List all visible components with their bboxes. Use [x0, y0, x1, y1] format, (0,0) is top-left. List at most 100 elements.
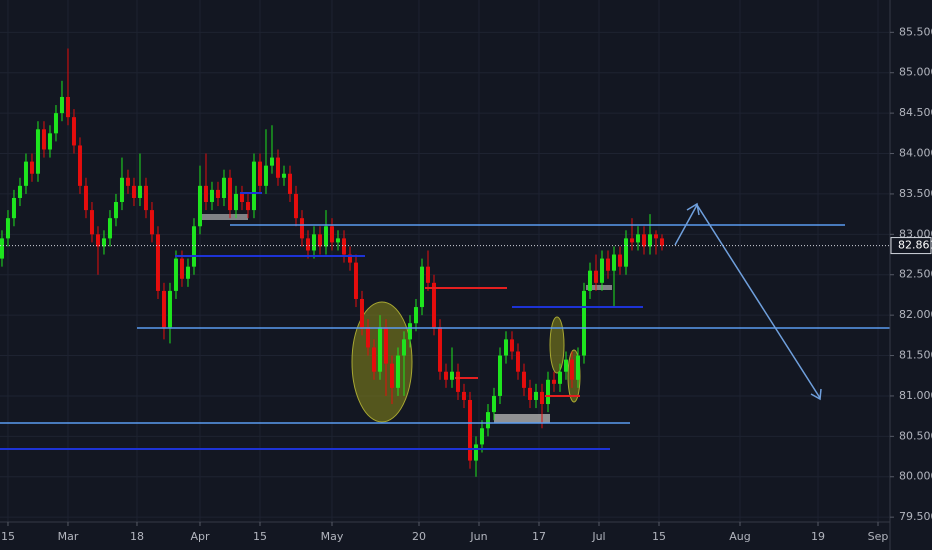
drawings — [0, 192, 890, 450]
y-tick-label: 84.000 — [899, 147, 932, 160]
candle-body — [641, 234, 646, 247]
candle-body — [251, 161, 256, 211]
candle-body — [245, 202, 250, 211]
y-tick-label: 82.000 — [899, 308, 932, 321]
candle-body — [431, 282, 436, 328]
candle-body — [161, 290, 166, 328]
candle-body — [305, 238, 310, 251]
candle-body — [311, 234, 316, 251]
candle-body — [209, 189, 214, 203]
y-tick-label: 80.500 — [899, 429, 932, 442]
candle-body — [467, 399, 472, 461]
candle-body — [335, 238, 340, 243]
arrow-head — [810, 388, 822, 401]
candle-body — [191, 226, 196, 267]
y-tick-label: 84.500 — [899, 106, 932, 119]
highlight-ellipse — [549, 316, 565, 374]
candle-body — [197, 185, 202, 227]
x-tick-label: 18 — [130, 530, 144, 543]
candle-body — [365, 327, 370, 348]
candle-body — [503, 339, 508, 356]
candle-body — [611, 254, 616, 271]
candle-body — [395, 355, 400, 388]
candle-body — [605, 258, 610, 271]
x-tick-label: 15 — [652, 530, 666, 543]
candle-body — [281, 173, 286, 178]
candle-body — [113, 202, 118, 219]
candle-body — [359, 298, 364, 328]
candle-body — [413, 307, 418, 324]
candle-body — [449, 371, 454, 380]
candle-body — [41, 129, 46, 150]
candle-body — [149, 210, 154, 235]
candle-body — [377, 327, 382, 372]
candle-body — [71, 117, 76, 146]
candle-body — [419, 266, 424, 308]
candle-body — [461, 391, 466, 400]
candle-body — [167, 290, 172, 328]
candle-body — [539, 391, 544, 405]
candle-body — [551, 379, 556, 384]
candle-body — [83, 185, 88, 211]
candle-body — [59, 96, 64, 114]
y-tick-label: 83.500 — [899, 187, 932, 200]
candle-body — [47, 133, 52, 150]
candle-body — [509, 339, 514, 352]
candle-body — [95, 234, 100, 247]
candle-body — [185, 266, 190, 279]
zone-box — [494, 414, 550, 423]
candle-body — [101, 238, 106, 247]
candle-body — [77, 145, 82, 186]
y-tick-label: 81.000 — [899, 389, 932, 402]
candles — [0, 48, 664, 477]
y-tick-label: 82.500 — [899, 268, 932, 281]
candle-body — [143, 185, 148, 211]
candle-body — [17, 185, 22, 198]
x-tick-label: Mar — [58, 530, 79, 543]
candle-body — [323, 226, 328, 247]
candle-body — [203, 185, 208, 203]
candle-body — [587, 270, 592, 291]
candle-body — [473, 444, 478, 461]
candle-body — [593, 270, 598, 283]
candle-body — [53, 113, 58, 134]
candle-body — [635, 234, 640, 243]
candle-body — [137, 185, 142, 198]
x-tick-label: Jun — [469, 530, 487, 543]
candle-body — [221, 177, 226, 198]
axes: 79.500 80.000 80.500 81.000 81.500 82.000 82.5… — [0, 25, 932, 543]
candle-body — [485, 412, 490, 429]
candle-body — [227, 177, 232, 211]
candle-body — [233, 193, 238, 211]
candle-body — [491, 395, 496, 413]
candle-body — [329, 226, 334, 243]
candle-body — [425, 266, 430, 283]
candle-body — [317, 234, 322, 247]
candle-body — [11, 197, 16, 219]
candle-body — [647, 234, 652, 247]
candle-body — [407, 323, 412, 340]
x-tick-label: 17 — [532, 530, 546, 543]
candle-body — [401, 339, 406, 356]
candle-body — [275, 157, 280, 178]
candle-body — [341, 238, 346, 255]
y-tick-label: 79.500 — [899, 510, 932, 523]
candle-body — [479, 428, 484, 445]
candle-body — [155, 234, 160, 291]
candle-body — [173, 258, 178, 291]
candle-body — [215, 189, 220, 198]
candle-body — [179, 258, 184, 279]
candle-body — [659, 238, 664, 246]
candle-body — [23, 161, 28, 186]
last-price-label: 82.861 — [898, 239, 932, 252]
y-tick-label: 85.000 — [899, 66, 932, 79]
candle-body — [557, 371, 562, 384]
candle-body — [0, 238, 4, 259]
candle-body — [125, 177, 130, 186]
candle-body — [35, 129, 40, 174]
x-tick-label: 15 — [1, 530, 15, 543]
candle-body — [443, 371, 448, 380]
x-tick-label: Apr — [190, 530, 210, 543]
candle-body — [617, 254, 622, 267]
